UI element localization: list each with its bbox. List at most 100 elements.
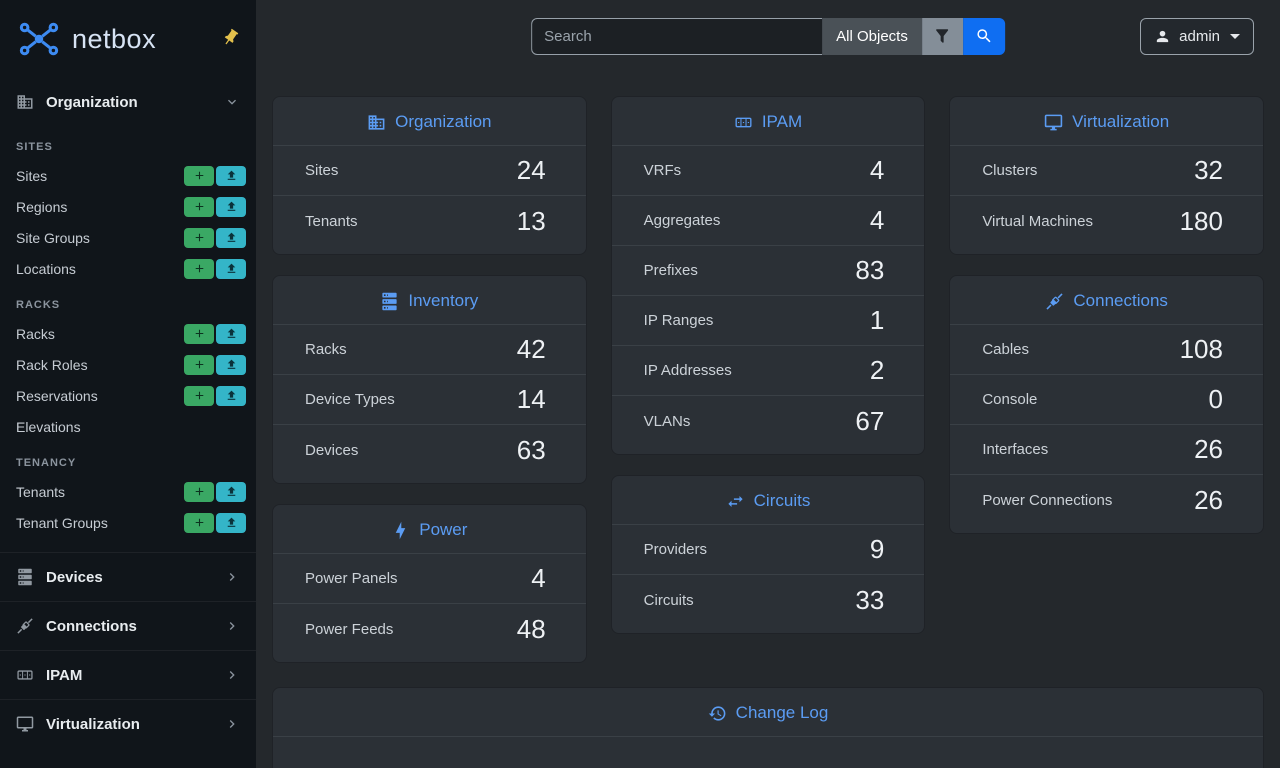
sidebar-item-link[interactable]: Tenant Groups: [16, 514, 108, 531]
item-action-buttons: [184, 512, 246, 533]
devices-icon: [16, 568, 34, 586]
import-button[interactable]: [216, 481, 246, 502]
card-power: Power Power Panels 4 Power Feeds 48: [272, 504, 587, 663]
sidebar-menu-virtualization[interactable]: Virtualization: [0, 699, 256, 748]
sidebar-item-link[interactable]: Elevations: [16, 418, 81, 435]
plus-icon: [193, 262, 206, 275]
stat-value: 33: [855, 584, 885, 615]
stat-label: Devices: [305, 441, 359, 459]
sidebar-group-heading: SITES: [16, 141, 53, 153]
stat-row-power-feeds[interactable]: Power Feeds 48: [273, 604, 586, 654]
upload-icon: [225, 169, 238, 182]
sidebar-item-link[interactable]: Reservations: [16, 387, 98, 404]
stat-label: Racks: [305, 341, 347, 358]
stat-row-vlans[interactable]: VLANs 67: [612, 396, 925, 446]
sidebar-item-elevations: Elevations: [0, 411, 256, 442]
import-button[interactable]: [216, 196, 246, 217]
stat-row-prefixes[interactable]: Prefixes 83: [611, 246, 925, 296]
stat-label: IP Addresses: [643, 362, 732, 379]
search-submit-button[interactable]: [962, 17, 1005, 55]
sidebar-item-link[interactable]: Rack Roles: [16, 356, 88, 373]
stat-row-ip-addresses[interactable]: IP Addresses 2: [611, 346, 925, 396]
sidebar-item-link[interactable]: Site Groups: [16, 229, 90, 246]
import-button[interactable]: [216, 165, 246, 186]
user-menu-button[interactable]: admin: [1140, 17, 1254, 55]
import-button[interactable]: [216, 258, 246, 279]
stat-label: Clusters: [982, 162, 1038, 179]
add-button[interactable]: [184, 512, 214, 533]
stat-row-power-connections[interactable]: Power Connections 26: [950, 475, 1263, 525]
item-action-buttons: [184, 323, 246, 344]
sidebar-item-link[interactable]: Tenants: [16, 483, 66, 500]
add-button[interactable]: [184, 385, 214, 406]
import-button[interactable]: [216, 385, 246, 406]
stat-row-console[interactable]: Console 0: [950, 375, 1263, 425]
import-button[interactable]: [216, 227, 246, 248]
stat-row-aggregates[interactable]: Aggregates 4: [611, 196, 925, 246]
pin-sidebar-button[interactable]: [221, 28, 240, 50]
card-ipam: IPAM VRFs 4 Aggregates 4 Prefixes 83 IP Ranges 1…: [610, 96, 926, 455]
stat-row-power-panels[interactable]: Power Panels 4: [273, 554, 586, 604]
add-button[interactable]: [184, 354, 214, 375]
sidebar-menu-ipam[interactable]: IPAM: [0, 650, 256, 699]
sidebar-item-link[interactable]: Sites: [16, 167, 48, 184]
caret-down-icon: [1230, 33, 1240, 39]
stat-value: 13: [516, 205, 546, 236]
sidebar-menu-label: Connections: [46, 617, 137, 635]
card-connections: Connections Cables 108 Console 0 Interfaces 26…: [949, 275, 1264, 534]
stat-label: Interfaces: [982, 441, 1049, 458]
stat-row-circuits[interactable]: Circuits 33: [612, 575, 925, 625]
sidebar-menu-devices[interactable]: Devices: [0, 552, 256, 601]
stat-row-cables[interactable]: Cables 108: [950, 325, 1263, 375]
stat-value: 24: [516, 155, 546, 185]
add-button[interactable]: [184, 323, 214, 344]
logo-row: netbox: [0, 0, 256, 78]
sidebar-item-link[interactable]: Locations: [16, 260, 76, 277]
stat-row-ip-ranges[interactable]: IP Ranges 1: [611, 296, 925, 346]
import-button[interactable]: [216, 512, 246, 533]
add-button[interactable]: [184, 196, 214, 217]
sidebar-group-heading: RACKS: [16, 299, 61, 311]
stat-row-tenants[interactable]: Tenants 13: [273, 196, 586, 246]
circuits-icon: [726, 492, 745, 511]
sidebar-menu-connections[interactable]: Connections: [0, 601, 256, 650]
filter-icon: [933, 27, 951, 45]
stat-label: Power Panels: [305, 570, 398, 587]
stat-row-virtual-machines[interactable]: Virtual Machines 180: [950, 196, 1263, 246]
stat-value: 14: [516, 384, 546, 414]
card-header: Circuits: [611, 476, 925, 525]
card-header: Organization: [273, 97, 586, 146]
import-button[interactable]: [216, 354, 246, 375]
search-input[interactable]: [531, 17, 823, 55]
stat-row-device-types[interactable]: Device Types 14: [273, 375, 586, 425]
netbox-logo-icon[interactable]: [16, 16, 62, 62]
stat-row-vrfs[interactable]: VRFs 4: [611, 146, 925, 196]
stat-label: Cables: [982, 341, 1030, 358]
stat-row-devices[interactable]: Devices 63: [273, 425, 586, 475]
search-scope-button[interactable]: All Objects: [822, 17, 922, 55]
filter-button[interactable]: [921, 17, 963, 55]
item-action-buttons: [184, 196, 246, 217]
sidebar-menu-organization[interactable]: Organization: [0, 78, 256, 126]
stat-row-interfaces[interactable]: Interfaces 26: [950, 425, 1263, 475]
card-title: Circuits: [753, 491, 811, 510]
stat-label: Virtual Machines: [982, 212, 1093, 230]
sidebar-item-link[interactable]: Regions: [16, 198, 68, 215]
stat-value: 4: [869, 205, 885, 235]
pin-icon: [221, 28, 240, 47]
stat-value: 9: [869, 534, 885, 564]
add-button[interactable]: [184, 165, 214, 186]
logo-text[interactable]: netbox: [72, 23, 157, 54]
upload-icon: [225, 231, 238, 244]
item-action-buttons: [184, 481, 246, 502]
add-button[interactable]: [184, 481, 214, 502]
stat-row-racks[interactable]: Racks 42: [273, 325, 586, 375]
sidebar-item-link[interactable]: Racks: [16, 325, 55, 342]
add-button[interactable]: [184, 258, 214, 279]
import-button[interactable]: [216, 323, 246, 344]
card-header: IPAM: [611, 97, 925, 146]
stat-row-sites[interactable]: Sites 24: [273, 146, 586, 196]
stat-row-clusters[interactable]: Clusters 32: [950, 146, 1263, 196]
stat-row-providers[interactable]: Providers 9: [611, 525, 925, 575]
add-button[interactable]: [184, 227, 214, 248]
